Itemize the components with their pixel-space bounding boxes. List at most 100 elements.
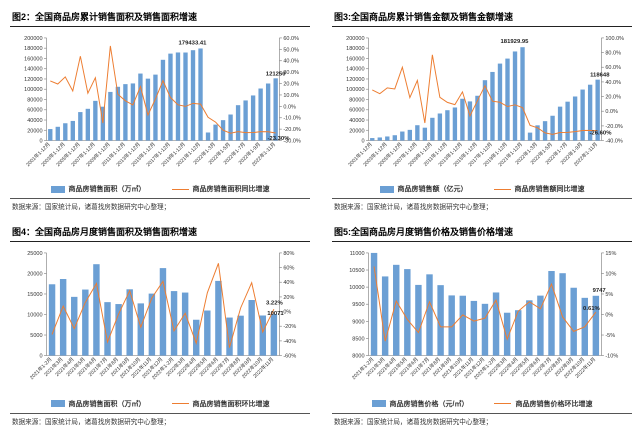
svg-text:0: 0 xyxy=(39,353,42,359)
line-swatch-icon xyxy=(494,403,512,404)
svg-text:10.0%: 10.0% xyxy=(283,93,299,99)
svg-text:20%: 20% xyxy=(283,294,294,300)
svg-text:-26.60%: -26.60% xyxy=(589,131,612,137)
svg-text:-20.0%: -20.0% xyxy=(605,124,623,130)
svg-text:-10.0%: -10.0% xyxy=(283,116,301,122)
fig2-legend-line: 商品房销售面积同比增速 xyxy=(171,184,270,194)
fig5-chart: 8000 8500 9000 9500 10000 10500 11000 -10% -5% 0%… xyxy=(349,250,618,380)
svg-text:120000: 120000 xyxy=(346,77,364,83)
svg-text:0%: 0% xyxy=(283,309,291,315)
fig2-legend-bar: 商品房销售面积（万㎡） xyxy=(50,184,146,194)
fig4-legend-bar: 商品房销售面积（万㎡） xyxy=(50,399,146,409)
fig5-legend-bar: 商品房销售价格（元/㎡） xyxy=(371,399,468,409)
svg-text:40000: 40000 xyxy=(349,118,364,124)
fig4-legend-bar-label: 商品房销售面积（万㎡） xyxy=(68,400,146,408)
svg-text:179433.41: 179433.41 xyxy=(179,41,208,47)
svg-text:160000: 160000 xyxy=(24,56,42,62)
svg-text:180000: 180000 xyxy=(346,46,364,52)
svg-text:181929.95: 181929.95 xyxy=(501,39,530,45)
svg-text:40%: 40% xyxy=(283,280,294,286)
fig4-title: 图4：全国商品房月度销售面积及销售面积增速 xyxy=(10,223,310,242)
fig2-legend-bar-label: 商品房销售面积（万㎡） xyxy=(68,186,146,193)
svg-text:8500: 8500 xyxy=(352,336,364,342)
svg-text:100000: 100000 xyxy=(24,87,42,93)
svg-text:9500: 9500 xyxy=(352,302,364,308)
svg-text:20.0%: 20.0% xyxy=(283,82,299,88)
svg-text:15%: 15% xyxy=(605,250,616,256)
bar-swatch-icon xyxy=(50,400,65,407)
svg-text:10000: 10000 xyxy=(27,312,42,318)
svg-text:80000: 80000 xyxy=(349,97,364,103)
svg-text:11000: 11000 xyxy=(350,250,365,256)
panel-fig3: 图3:全国商品房累计销售金额及销售金额增速 0 20000 40000 60000 80… xyxy=(332,8,632,215)
fig4-legend-line: 商品房销售面积环比增速 xyxy=(171,399,270,409)
svg-text:40000: 40000 xyxy=(27,118,42,124)
svg-text:60000: 60000 xyxy=(27,108,42,114)
svg-text:0: 0 xyxy=(39,139,42,145)
svg-text:60%: 60% xyxy=(283,265,294,271)
fig3-source: 数据来源：国家统计局，诸葛找房数据研究中心整理； xyxy=(332,198,632,211)
svg-text:100.0%: 100.0% xyxy=(605,36,624,42)
svg-text:100000: 100000 xyxy=(346,87,364,93)
svg-text:-40.0%: -40.0% xyxy=(605,139,623,145)
svg-text:-40%: -40% xyxy=(283,338,296,344)
bar-swatch-icon xyxy=(371,400,386,407)
fig5-legend-line-label: 商品房销售价格环比增速 xyxy=(515,400,593,408)
svg-text:0: 0 xyxy=(361,139,364,145)
bar-swatch-icon xyxy=(379,185,394,193)
svg-text:40.0%: 40.0% xyxy=(283,59,299,65)
svg-text:10500: 10500 xyxy=(349,268,364,274)
fig2-source: 数据来源：国家统计局，诸葛找房数据研究中心整理； xyxy=(10,198,310,211)
svg-text:80000: 80000 xyxy=(27,97,42,103)
svg-text:20.0%: 20.0% xyxy=(605,95,621,101)
fig2-title: 图2：全国商品房累计销售面积及销售面积增速 xyxy=(10,8,310,27)
svg-text:30.0%: 30.0% xyxy=(283,70,299,76)
svg-text:160000: 160000 xyxy=(346,56,364,62)
svg-text:-20.0%: -20.0% xyxy=(283,127,301,133)
svg-text:-23.30%: -23.30% xyxy=(267,136,290,142)
svg-text:80%: 80% xyxy=(283,250,294,256)
svg-text:121250: 121250 xyxy=(266,71,286,77)
panel-fig2: 图2：全国商品房累计销售面积及销售面积增速 0 20000 40000 60000 80… xyxy=(10,8,310,215)
svg-text:10000: 10000 xyxy=(349,285,364,291)
svg-text:60000: 60000 xyxy=(349,108,364,114)
svg-text:140000: 140000 xyxy=(24,67,42,73)
line-swatch-icon xyxy=(493,188,511,190)
svg-text:8000: 8000 xyxy=(352,353,364,359)
svg-text:20000: 20000 xyxy=(27,271,42,277)
fig2-legend-line-label: 商品房销售面积同比增速 xyxy=(192,186,270,193)
fig5-source: 数据来源：国家统计局，诸葛找房数据研究中心整理； xyxy=(332,412,632,426)
svg-text:-5%: -5% xyxy=(605,333,615,339)
svg-text:200000: 200000 xyxy=(346,36,364,42)
fig3-legend-line-label: 商品房销售额同比增速 xyxy=(514,186,585,193)
svg-text:10%: 10% xyxy=(605,271,616,277)
line-swatch-icon xyxy=(171,403,189,404)
svg-text:5%: 5% xyxy=(605,291,613,297)
svg-text:80.0%: 80.0% xyxy=(605,51,621,57)
fig5-legend: 商品房销售价格（元/㎡） 商品房销售价格环比增速 xyxy=(332,398,632,410)
fig3-legend-line: 商品房销售额同比增速 xyxy=(493,184,585,194)
svg-text:140000: 140000 xyxy=(346,67,364,73)
svg-text:40.0%: 40.0% xyxy=(605,80,621,86)
fig4-chart: 0 5000 10000 15000 20000 25000 -60% -40% -20% 0% 2… xyxy=(27,250,296,380)
svg-text:20000: 20000 xyxy=(349,128,364,134)
fig5-title: 图5:全国商品房月度销售价格及销售价格增速 xyxy=(332,223,632,242)
svg-text:-20%: -20% xyxy=(283,324,296,330)
fig3-legend-bar-label: 商品房销售额（亿元） xyxy=(397,186,468,193)
svg-text:60.0%: 60.0% xyxy=(605,65,621,71)
panel-fig5: 图5:全国商品房月度销售价格及销售价格增速 8000 8500 9000 9500 10… xyxy=(332,223,632,430)
fig4-legend-line-label: 商品房销售面积环比增速 xyxy=(192,400,270,408)
svg-text:0.0%: 0.0% xyxy=(605,109,618,115)
svg-text:-10%: -10% xyxy=(605,353,618,359)
svg-text:25000: 25000 xyxy=(27,250,42,256)
svg-text:9000: 9000 xyxy=(352,319,364,325)
svg-text:10071: 10071 xyxy=(267,311,284,317)
fig3-legend: 商品房销售额（亿元） 商品房销售额同比增速 xyxy=(332,183,632,195)
svg-text:180000: 180000 xyxy=(24,46,42,52)
fig4-legend: 商品房销售面积（万㎡） 商品房销售面积环比增速 xyxy=(10,398,310,410)
svg-text:60.0%: 60.0% xyxy=(283,36,299,42)
svg-text:-30.0%: -30.0% xyxy=(283,139,301,145)
line-swatch-icon xyxy=(171,188,189,190)
fig2-legend: 商品房销售面积（万㎡） 商品房销售面积同比增速 xyxy=(10,183,310,195)
